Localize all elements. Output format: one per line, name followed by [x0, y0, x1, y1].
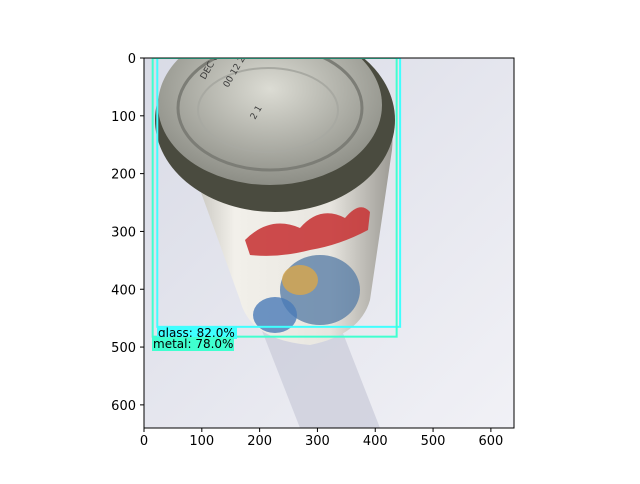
- x-tick-label: 0: [140, 434, 148, 449]
- y-tick-label: 300: [111, 225, 136, 240]
- x-tick-label: 500: [421, 434, 446, 449]
- x-tick-label: 300: [305, 434, 330, 449]
- y-tick-label: 100: [111, 110, 136, 125]
- detection-box: [151, 58, 398, 338]
- glass-label-background: [157, 326, 237, 339]
- x-tick-label: 400: [363, 434, 388, 449]
- x-tick-label: 100: [189, 434, 214, 449]
- x-tick-label: 600: [478, 434, 503, 449]
- detection-label-metal: metal: 78.0%: [152, 337, 234, 351]
- detection-box: [156, 58, 402, 328]
- can-label-script: [245, 207, 370, 256]
- glass-label-text: glass: 82.0%: [158, 326, 235, 340]
- y-axis: 0 100 200 300 400 500 600: [111, 52, 144, 414]
- x-axis: 0 100 200 300 400 500 600: [140, 428, 503, 449]
- metal-label-text: metal: 78.0%: [153, 337, 233, 351]
- axes-frame: [143, 57, 515, 429]
- can-lid: [158, 58, 382, 185]
- y-tick-label: 400: [111, 283, 136, 298]
- detection-label-glass: glass: 82.0%: [157, 326, 237, 340]
- photo: DEC 0 9 2016 00 12 23 2 1: [144, 58, 514, 428]
- y-tick-label: 500: [111, 341, 136, 356]
- y-tick-label: 0: [128, 52, 136, 67]
- y-tick-label: 600: [111, 399, 136, 414]
- x-tick-label: 200: [247, 434, 272, 449]
- detection-boxes: [151, 58, 402, 338]
- y-tick-label: 200: [111, 168, 136, 183]
- metal-label-background: [152, 337, 234, 351]
